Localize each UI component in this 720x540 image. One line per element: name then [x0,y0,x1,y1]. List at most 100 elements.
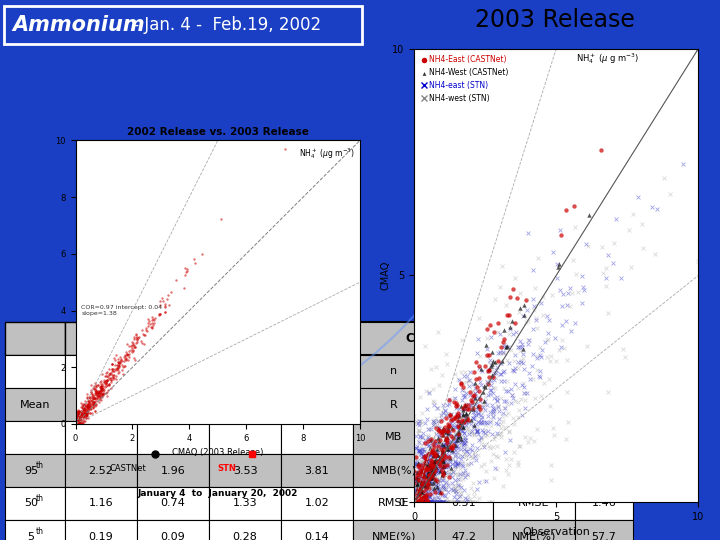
Point [94,392,105,400]
Point [483,357,495,366]
Point [436,470,448,479]
Point [72,410,84,418]
Point [468,380,480,388]
Point [124,349,135,358]
Point [410,498,421,507]
Point [80,409,91,418]
Point [409,497,420,506]
Point [76,408,87,417]
Point [78,408,90,417]
Point [100,368,112,377]
Point [89,385,101,394]
Point [428,484,440,492]
Point [523,335,534,344]
Point [471,349,482,357]
Point [506,390,518,399]
Point [101,388,112,396]
Point [103,381,114,390]
Point [429,462,441,470]
Point [438,440,450,449]
Point [453,431,464,440]
Point [107,367,118,376]
Bar [493,520,575,540]
Point [413,461,425,470]
Point [433,437,445,445]
Point [126,341,138,350]
Bar [4,6,362,44]
Point [82,397,94,406]
Point [441,449,452,458]
Point [433,437,445,446]
Point [71,416,82,425]
Point [454,475,466,483]
Point [577,272,588,281]
Point [478,381,490,390]
Point [98,385,109,394]
Point [413,498,425,507]
Point [420,498,431,507]
Text: 407: 407 [454,367,474,376]
Point [498,348,510,357]
Point [486,348,498,357]
Point [94,387,106,396]
Point [91,391,102,400]
Point [412,490,423,499]
Point [461,409,472,418]
Point [424,474,436,483]
Point [73,414,84,423]
Point [423,388,435,396]
Point [470,410,482,419]
Point [81,407,92,415]
Bar [435,520,493,540]
Point [447,433,459,442]
Point [450,401,462,410]
Point [408,498,420,507]
Point [440,484,451,493]
Point [78,401,90,409]
Point [471,426,482,435]
Point [428,498,439,507]
Point [482,427,493,436]
Point [117,366,128,374]
Point [410,491,421,500]
Point [476,403,487,411]
Bar [435,487,493,520]
Point [433,487,444,495]
Point [426,469,437,478]
Point [104,370,116,379]
Point [479,361,490,370]
Point [418,481,430,489]
Point [94,383,106,391]
Point [419,457,431,466]
Point [413,486,424,495]
Point [415,498,427,507]
Point [423,498,434,507]
Point [92,392,104,400]
Point [415,491,427,500]
Text: 5.2: 5.2 [595,465,613,476]
Point [509,380,521,389]
Point [72,419,84,428]
Point [426,470,438,478]
Point [428,498,440,507]
Point [423,450,434,458]
Point [99,376,110,384]
Point [434,455,446,464]
Point [161,295,173,303]
Point [71,420,83,428]
Point [534,367,546,376]
Point [418,472,430,481]
Point [441,498,453,507]
Point [423,498,434,507]
Point [417,498,428,507]
Point [481,418,492,427]
Point [457,411,469,420]
Point [478,400,490,408]
Point [491,397,503,406]
Point [413,446,425,454]
Point [78,409,90,417]
Point [410,498,422,507]
Point [424,457,436,465]
Point [433,498,445,507]
Point [425,488,436,496]
